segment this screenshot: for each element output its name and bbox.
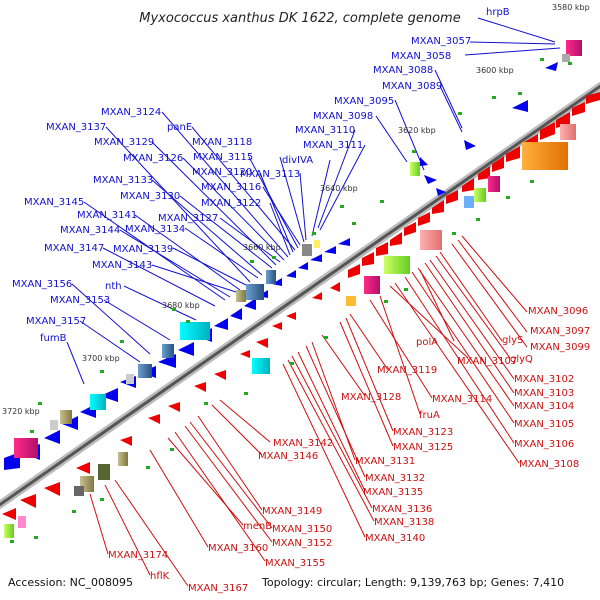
kbp-label: 3660 kbp bbox=[243, 243, 281, 252]
gene-label-bottom[interactable]: MXAN_3149 bbox=[262, 506, 322, 517]
kbp-label: 3640 kbp bbox=[320, 184, 358, 193]
gene-label-top[interactable]: MXAN_3133 bbox=[93, 175, 153, 186]
gene-label-bottom[interactable]: MXAN_3103 bbox=[514, 388, 574, 399]
gene-label-top[interactable]: fumB bbox=[40, 333, 67, 344]
gene-label-bottom[interactable]: MXAN_3155 bbox=[265, 558, 325, 569]
accession-text: Accession: NC_008095 bbox=[8, 576, 133, 589]
gene-label-top[interactable]: MXAN_3122 bbox=[201, 198, 261, 209]
gene-label-top[interactable]: MXAN_3134 bbox=[125, 224, 185, 235]
tick-markers bbox=[10, 58, 572, 543]
gene-label-top[interactable]: MXAN_3130 bbox=[120, 191, 180, 202]
gene-label-bottom[interactable]: MXAN_3102 bbox=[514, 374, 574, 385]
kbp-label: 3700 kbp bbox=[82, 354, 120, 363]
gene-label-bottom[interactable]: MXAN_3160 bbox=[208, 543, 268, 554]
gene-label-bottom[interactable]: MXAN_3135 bbox=[363, 487, 423, 498]
gene-label-bottom[interactable]: glyS bbox=[502, 335, 523, 346]
reverse-colored-blocks bbox=[4, 124, 576, 538]
gene-label-top[interactable]: MXAN_3113 bbox=[240, 169, 300, 180]
gene-label-bottom[interactable]: MXAN_3097 bbox=[530, 326, 590, 337]
gene-label-top[interactable]: MXAN_3126 bbox=[123, 153, 183, 164]
bottom-gene-labels: MXAN_3096 MXAN_3097 MXAN_3099 glyS glyQ … bbox=[108, 306, 590, 594]
gene-label-bottom[interactable]: MXAN_3150 bbox=[272, 524, 332, 535]
top-gene-labels: hrpB MXAN_3057 MXAN_3058 MXAN_3088 MXAN_… bbox=[12, 7, 510, 344]
genome-backbone bbox=[0, 81, 600, 510]
gene-label-bottom[interactable]: glyQ bbox=[510, 354, 533, 365]
reverse-strand-features bbox=[2, 92, 600, 520]
gene-label-bottom[interactable]: MXAN_3136 bbox=[372, 504, 432, 515]
gene-label-bottom[interactable]: MXAN_3131 bbox=[355, 456, 415, 467]
gene-label-top[interactable]: divIVA bbox=[282, 155, 313, 166]
gene-label-bottom[interactable]: MXAN_3114 bbox=[432, 394, 492, 405]
forward-colored-blocks bbox=[14, 40, 582, 458]
gene-label-top[interactable]: MXAN_3089 bbox=[382, 81, 442, 92]
gene-label-top[interactable]: panE bbox=[167, 122, 192, 133]
kbp-label: 3680 kbp bbox=[162, 301, 200, 310]
kbp-label: 3620 kbp bbox=[398, 126, 436, 135]
gene-label-top[interactable]: MXAN_3145 bbox=[24, 197, 84, 208]
gene-label-top[interactable]: MXAN_3144 bbox=[60, 225, 120, 236]
gene-label-bottom[interactable]: MXAN_3106 bbox=[514, 439, 574, 450]
gene-label-bottom[interactable]: hflK bbox=[150, 571, 170, 582]
gene-label-top[interactable]: MXAN_3115 bbox=[193, 152, 253, 163]
gene-label-top[interactable]: MXAN_3088 bbox=[373, 65, 433, 76]
kbp-label: 3580 kbp bbox=[552, 3, 590, 12]
gene-label-bottom[interactable]: MXAN_3138 bbox=[374, 517, 434, 528]
gene-label-top[interactable]: MXAN_3153 bbox=[50, 295, 110, 306]
gene-label-top[interactable]: MXAN_3141 bbox=[77, 210, 137, 221]
gene-label-top[interactable]: hrpB bbox=[486, 7, 510, 18]
kbp-label: 3600 kbp bbox=[476, 66, 514, 75]
map-title: Myxococcus xanthus DK 1622, complete gen… bbox=[139, 11, 460, 26]
gene-label-top[interactable]: MXAN_3139 bbox=[113, 244, 173, 255]
gene-label-top[interactable]: MXAN_3120 bbox=[192, 167, 252, 178]
gene-label-bottom[interactable]: MXAN_3174 bbox=[108, 550, 168, 561]
gene-label-top[interactable]: MXAN_3057 bbox=[411, 36, 471, 47]
gene-label-bottom[interactable]: MXAN_3096 bbox=[528, 306, 588, 317]
gene-label-bottom[interactable]: fruA bbox=[419, 410, 440, 421]
gene-label-bottom[interactable]: menB bbox=[243, 521, 272, 532]
gene-label-top[interactable]: MXAN_3111 bbox=[303, 140, 363, 151]
top-callout-lines bbox=[66, 17, 561, 385]
gene-label-top[interactable]: nth bbox=[105, 281, 122, 292]
gene-label-top[interactable]: MXAN_3137 bbox=[46, 122, 106, 133]
kbp-label: 3720 kbp bbox=[2, 407, 40, 416]
gene-label-top[interactable]: MXAN_3098 bbox=[313, 111, 373, 122]
gene-label-top[interactable]: MXAN_3116 bbox=[201, 182, 261, 193]
gene-label-top[interactable]: MXAN_3118 bbox=[192, 137, 252, 148]
gene-label-bottom[interactable]: MXAN_3108 bbox=[519, 459, 579, 470]
gene-label-top[interactable]: MXAN_3156 bbox=[12, 279, 72, 290]
gene-label-bottom[interactable]: MXAN_3140 bbox=[365, 533, 425, 544]
gene-label-top[interactable]: MXAN_3058 bbox=[391, 51, 451, 62]
gene-label-bottom[interactable]: MXAN_3107 bbox=[457, 356, 517, 367]
gene-label-bottom[interactable]: MXAN_3105 bbox=[514, 419, 574, 430]
gene-label-bottom[interactable]: MXAN_3132 bbox=[365, 473, 425, 484]
gene-label-bottom[interactable]: polA bbox=[416, 337, 438, 348]
gene-label-bottom[interactable]: MXAN_3119 bbox=[377, 365, 437, 376]
gene-label-top[interactable]: MXAN_3124 bbox=[101, 107, 161, 118]
gene-label-bottom[interactable]: MXAN_3123 bbox=[393, 427, 453, 438]
gene-label-bottom[interactable]: MXAN_3104 bbox=[514, 401, 574, 412]
gene-label-bottom[interactable]: MXAN_3146 bbox=[258, 451, 318, 462]
gene-label-bottom[interactable]: MXAN_3142 bbox=[273, 438, 333, 449]
topology-text: Topology: circular; Length: 9,139,763 bp… bbox=[261, 576, 564, 589]
gene-label-top[interactable]: MXAN_3147 bbox=[44, 243, 104, 254]
gene-label-bottom[interactable]: MXAN_3152 bbox=[272, 538, 332, 549]
gene-label-bottom[interactable]: MXAN_3167 bbox=[188, 583, 248, 594]
gene-label-bottom[interactable]: MXAN_3125 bbox=[393, 442, 453, 453]
gene-label-top[interactable]: MXAN_3110 bbox=[295, 125, 355, 136]
bottom-callout-lines bbox=[89, 235, 528, 587]
gene-label-top[interactable]: MXAN_3143 bbox=[92, 260, 152, 271]
gene-label-top[interactable]: MXAN_3095 bbox=[334, 96, 394, 107]
kbp-labels: 3580 kbp 3600 kbp 3620 kbp 3640 kbp 3660… bbox=[2, 3, 590, 416]
gene-label-top[interactable]: MXAN_3129 bbox=[94, 137, 154, 148]
gene-label-top[interactable]: MXAN_3127 bbox=[158, 213, 218, 224]
gene-label-bottom[interactable]: MXAN_3128 bbox=[341, 392, 401, 403]
gene-label-top[interactable]: MXAN_3157 bbox=[26, 316, 86, 327]
gene-label-bottom[interactable]: MXAN_3099 bbox=[530, 342, 590, 353]
